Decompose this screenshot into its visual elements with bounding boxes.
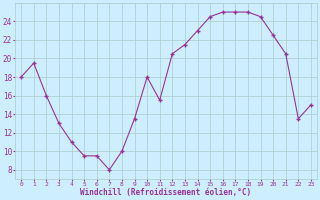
X-axis label: Windchill (Refroidissement éolien,°C): Windchill (Refroidissement éolien,°C) bbox=[80, 188, 252, 197]
